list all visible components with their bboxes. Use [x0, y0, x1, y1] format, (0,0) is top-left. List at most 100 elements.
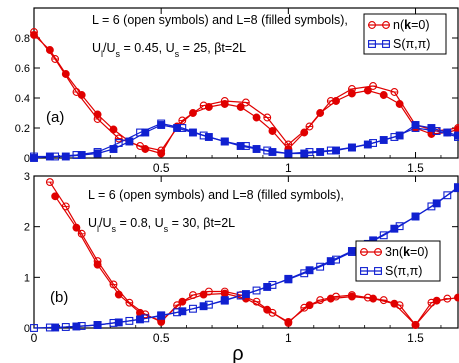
data-point-series-1 [30, 31, 38, 39]
data-point-series-2 [125, 316, 134, 325]
data-point-series-3 [443, 128, 452, 137]
x-tick-label: 1 [285, 331, 292, 345]
data-point-series-1 [347, 292, 356, 301]
data-point-series-2 [252, 286, 261, 295]
data-point-series-1 [300, 128, 309, 137]
data-point-series-1 [379, 91, 388, 99]
data-point-series-3 [93, 321, 102, 329]
data-point-series-3 [268, 148, 277, 156]
panel-b-legend: 3n(k=0) S(π,π) [355, 240, 441, 282]
data-point-series-1 [369, 294, 378, 303]
x-tick-label: 0 [31, 331, 38, 345]
y-tick-label: 0.2 [15, 123, 30, 135]
data-point-series-3 [241, 290, 250, 299]
data-point-series-1 [199, 290, 208, 299]
data-point-series-1 [220, 100, 229, 108]
data-point-series-3 [395, 131, 404, 140]
data-point-series-3 [173, 124, 182, 132]
data-point-series-1 [93, 110, 102, 119]
y-tick-label: 0 [24, 323, 30, 335]
data-point-series-1 [45, 46, 54, 54]
data-point-series-3 [305, 266, 314, 275]
data-point-series-3 [157, 121, 166, 129]
data-point-series-2 [316, 262, 325, 271]
data-point-series-3 [141, 128, 150, 137]
panel-b-legend-box [355, 240, 441, 282]
data-point-series-1 [390, 299, 399, 308]
panel-b-legend-label-spipi: S(π,π) [385, 264, 422, 278]
data-point-series-1 [61, 70, 70, 78]
data-point-series-2 [114, 139, 123, 147]
data-point-series-3 [199, 302, 208, 311]
data-point-series-3 [347, 143, 356, 152]
data-point-series-3 [114, 318, 123, 327]
data-point-series-2 [189, 304, 197, 313]
data-point-series-3 [51, 323, 60, 332]
data-point-series-1 [109, 125, 118, 134]
legend-marker [368, 40, 376, 48]
data-point-series-3 [284, 274, 293, 283]
data-point-series-1 [347, 89, 356, 98]
data-point-series-3 [125, 137, 134, 146]
x-tick-label: 0.5 [153, 331, 170, 345]
data-point-series-1 [326, 294, 335, 303]
panel-b-legend-label-3nk0: 3n(k=0) [385, 245, 428, 259]
data-point-series-3 [72, 322, 81, 331]
panel-a-annotation-line-1: L = 6 (open symbols) and L=8 (filled sym… [92, 13, 348, 27]
data-point-series-1 [332, 97, 340, 105]
y-tick-label: 0.4 [15, 93, 30, 105]
panel-a-annotation-line-2: Ul/Us = 0.45, Us = 25, βt=2L [92, 41, 246, 59]
data-point-series-1 [236, 103, 245, 111]
data-point-series-1 [316, 109, 325, 117]
data-point-series-1 [114, 290, 123, 299]
panel-a: 0.5 1 1.5 0 0.2 0.4 0.6 0.8 L = 6 (open symbols… [15, 7, 459, 175]
data-point-series-3 [30, 154, 38, 162]
data-point-series-3 [326, 257, 335, 266]
data-point-series-3 [411, 212, 420, 221]
panel-b-annotation-line-1: L = 6 (open symbols) and L=8 (filled sym… [88, 188, 344, 202]
data-point-series-1 [178, 297, 187, 306]
data-point-series-2 [61, 323, 70, 331]
data-point-series-3 [157, 311, 166, 320]
data-point-series-1 [305, 301, 314, 310]
data-point-series-3 [61, 152, 70, 161]
panel-b: 0 0.5 1 1.5 0 1 2 3 L = 6 (open symbols) and L=… [24, 171, 459, 363]
legend-marker [382, 40, 390, 48]
data-point-series-1 [284, 317, 293, 326]
x-tick-label: 1.5 [407, 331, 424, 345]
data-point-series-1 [141, 145, 150, 153]
data-point-series-3 [432, 199, 441, 208]
legend-marker [360, 267, 368, 275]
data-point-series-3 [178, 307, 187, 316]
y-tick-label: 0.8 [15, 33, 30, 45]
data-point-series-3 [300, 149, 309, 158]
panel-a-legend-box [363, 13, 447, 55]
data-point-series-3 [427, 124, 436, 132]
data-point-series-3 [332, 146, 340, 155]
data-point-series-1 [411, 321, 420, 329]
data-point-series-3 [252, 145, 261, 153]
data-point-series-3 [379, 136, 388, 144]
y-tick-label: 1 [24, 272, 30, 284]
data-point-series-1 [72, 223, 81, 232]
x-tick-label: 1.5 [407, 161, 424, 175]
y-tick-label: 0 [24, 153, 30, 165]
data-point-series-2 [443, 191, 452, 200]
panel-b-label: (b) [50, 289, 68, 306]
x-tick-label: 0.5 [153, 161, 170, 175]
y-tick-label: 0.6 [15, 63, 30, 75]
data-point-series-1 [453, 293, 459, 302]
x-tick-label: 1 [285, 161, 292, 175]
data-point-series-2 [379, 231, 388, 240]
panel-a-frame [33, 7, 459, 159]
data-point-series-1 [157, 149, 166, 158]
series-line-3 [33, 124, 459, 159]
data-point-series-2 [30, 324, 38, 332]
panel-a-label: (a) [46, 109, 64, 126]
data-point-series-3 [316, 148, 325, 156]
data-point-series-3 [204, 133, 213, 141]
panel-a-legend-symbol-spipi [368, 40, 390, 48]
legend-marker [374, 267, 382, 275]
data-point-series-3 [453, 183, 459, 192]
